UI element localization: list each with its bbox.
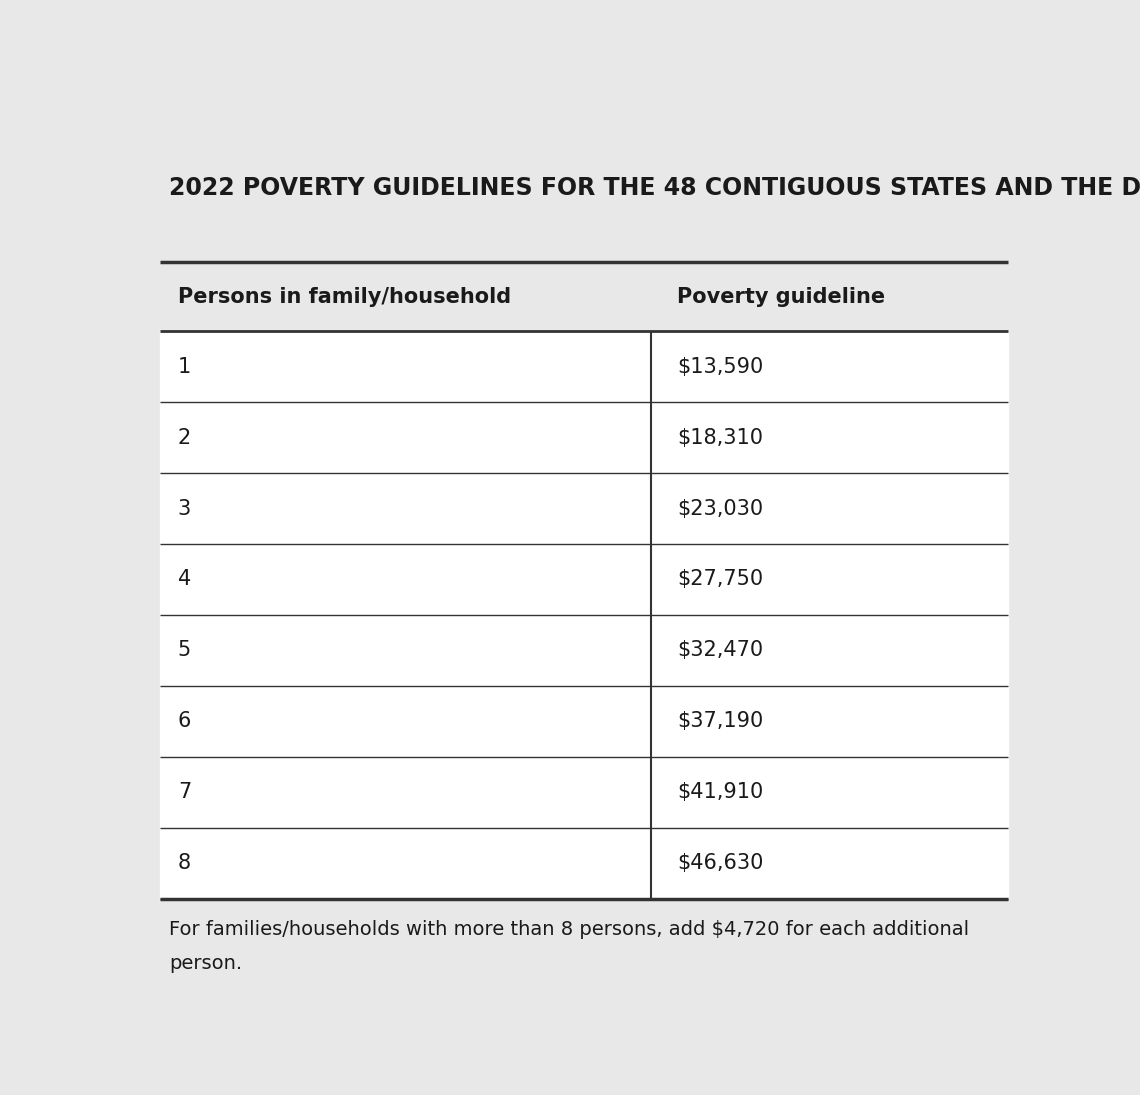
Text: $46,630: $46,630: [677, 853, 764, 873]
Text: 3: 3: [178, 498, 192, 519]
Text: Persons in family/household: Persons in family/household: [178, 287, 511, 307]
Text: $32,470: $32,470: [677, 641, 763, 660]
Bar: [160, 473, 1008, 544]
Text: Poverty guideline: Poverty guideline: [677, 287, 885, 307]
Text: For families/households with more than 8 persons, add $4,720 for each additional: For families/households with more than 8…: [169, 920, 969, 972]
Text: $18,310: $18,310: [677, 428, 763, 448]
Text: 1: 1: [178, 357, 192, 377]
Text: $41,910: $41,910: [677, 782, 764, 803]
Text: $37,190: $37,190: [677, 712, 764, 731]
Text: $13,590: $13,590: [677, 357, 764, 377]
Bar: [160, 685, 1008, 757]
Text: 5: 5: [178, 641, 192, 660]
Bar: [160, 262, 1008, 331]
Bar: [142, 131, 1026, 262]
Bar: [160, 828, 1008, 899]
Text: 8: 8: [178, 853, 192, 873]
Text: $23,030: $23,030: [677, 498, 763, 519]
Text: 4: 4: [178, 569, 192, 589]
Bar: [160, 331, 1008, 402]
Text: $27,750: $27,750: [677, 569, 763, 589]
Bar: [160, 757, 1008, 828]
Text: 2: 2: [178, 428, 192, 448]
Bar: [160, 402, 1008, 473]
Bar: [160, 615, 1008, 685]
Text: 6: 6: [178, 712, 192, 731]
Text: 7: 7: [178, 782, 192, 803]
Text: 2022 POVERTY GUIDELINES FOR THE 48 CONTIGUOUS STATES AND THE DISTRICT OF COLUMBI: 2022 POVERTY GUIDELINES FOR THE 48 CONTI…: [169, 176, 1140, 200]
Bar: [160, 544, 1008, 615]
